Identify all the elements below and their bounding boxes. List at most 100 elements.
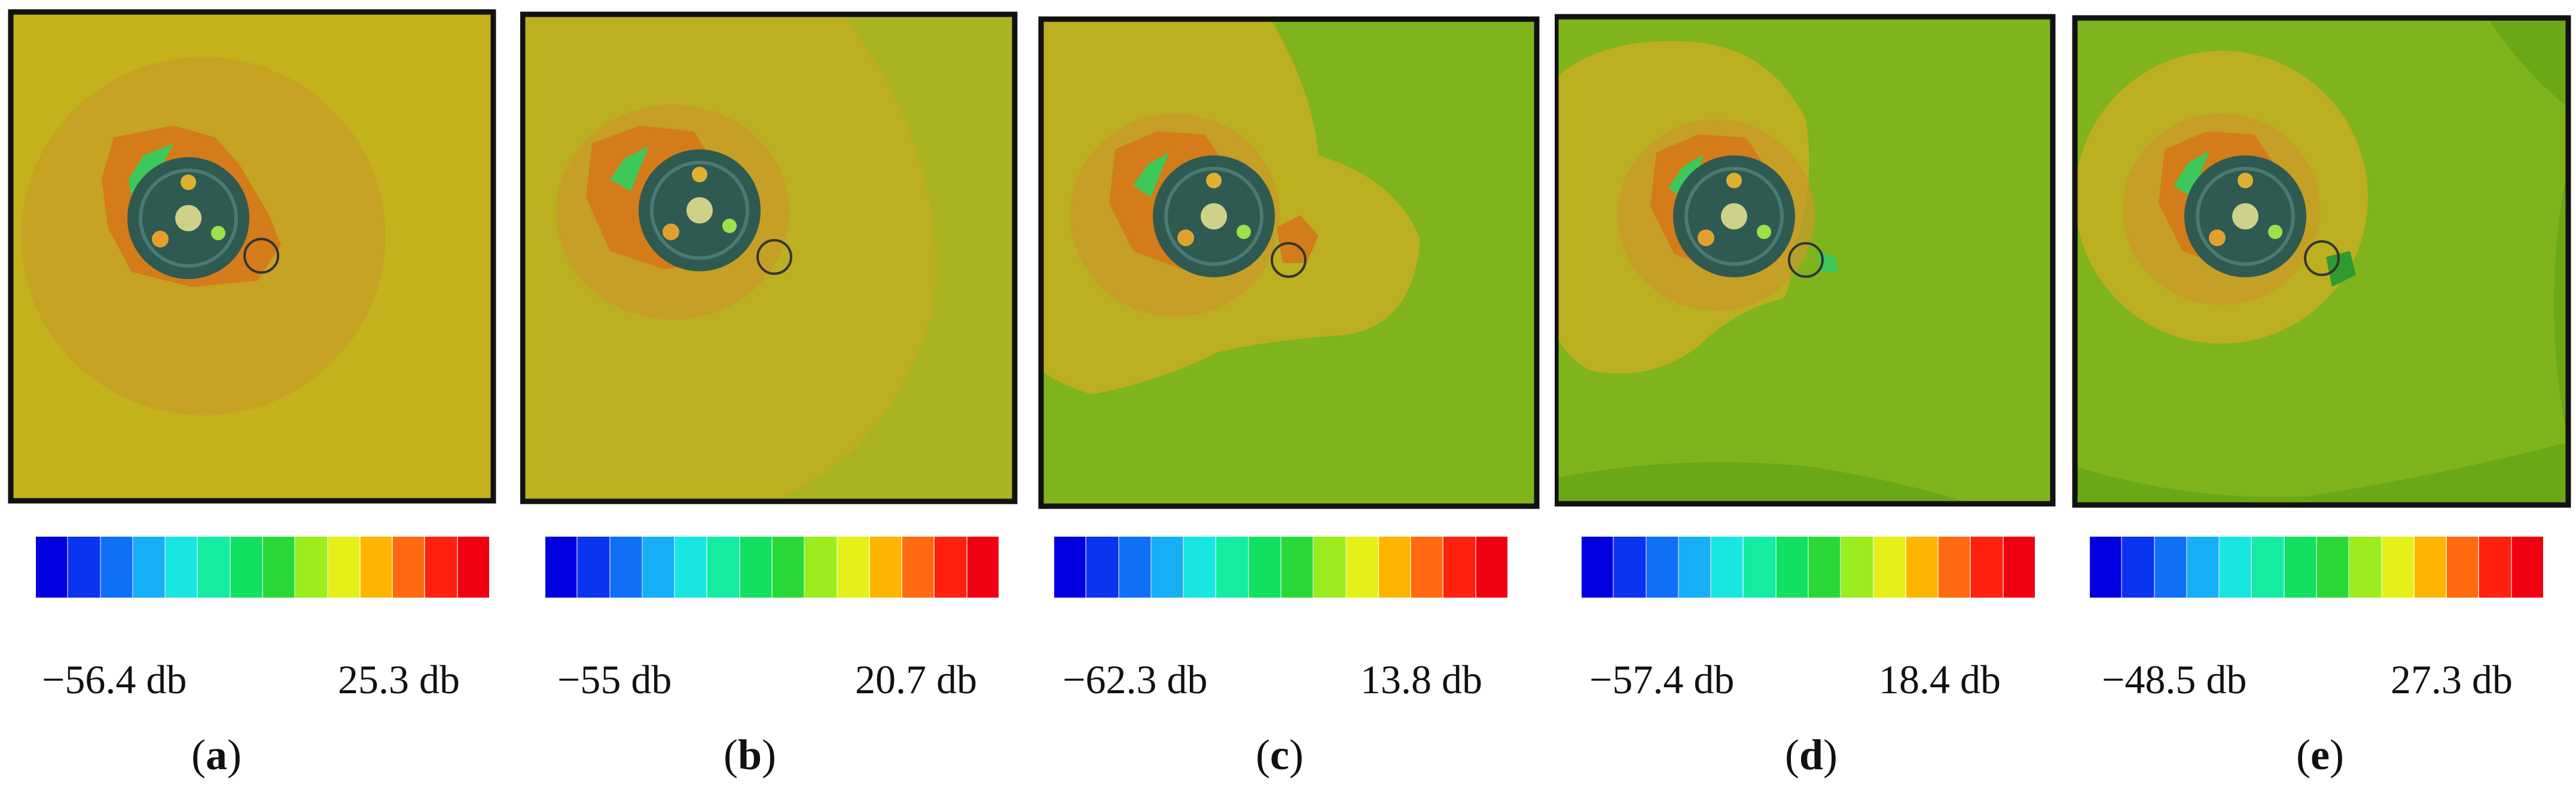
scale-swatch	[1646, 537, 1679, 598]
contour-top-right	[2488, 18, 2568, 108]
scale-swatch	[1249, 537, 1281, 598]
turbine-port-1	[2238, 173, 2253, 188]
scale-swatch	[2187, 537, 2220, 598]
scale-swatch	[1411, 537, 1444, 598]
panel-label-b: (b)	[724, 731, 777, 779]
scale-swatch	[707, 537, 740, 598]
turbine-ring	[1164, 167, 1263, 266]
noise-map-c	[1038, 16, 1540, 509]
scale-swatch	[1678, 537, 1712, 598]
scale-swatch	[578, 537, 611, 598]
turbine-port-1	[1726, 173, 1742, 188]
turbine-port-3	[1237, 225, 1251, 239]
scale-min-label-b: −55 db	[557, 657, 672, 702]
scale-swatch	[2220, 537, 2253, 598]
map-frame	[8, 9, 496, 504]
scale-swatch	[2479, 537, 2512, 598]
contour-green-left	[610, 146, 649, 191]
scale-swatch	[36, 537, 69, 598]
turbine-port-1	[181, 175, 196, 190]
scale-swatch	[328, 537, 361, 598]
scale-max-label-e: 27.3 db	[2391, 657, 2513, 702]
turbine-hub	[1201, 203, 1227, 229]
contour-green-left	[1133, 152, 1169, 197]
scale-swatch	[2284, 537, 2317, 598]
noise-map-d	[1555, 14, 2056, 507]
color-scale-e	[2090, 537, 2543, 598]
scale-swatch	[1054, 537, 1087, 598]
panel-label-a: (a)	[191, 731, 242, 779]
turbine-port-3	[2268, 225, 2282, 239]
scale-min-label-d: −57.4 db	[1589, 657, 1735, 702]
scale-max-label-c: 13.8 db	[1360, 657, 1482, 702]
scale-swatch	[1582, 537, 1614, 598]
scale-swatch	[1873, 537, 1906, 598]
scale-swatch	[1906, 537, 1939, 598]
map-frame	[520, 11, 1018, 504]
scale-swatch	[360, 537, 393, 598]
contour-green-left	[2174, 151, 2209, 197]
scale-swatch	[545, 537, 578, 598]
contour-green-right	[2326, 251, 2356, 287]
scale-swatch	[1614, 537, 1647, 598]
scale-swatch	[2511, 537, 2543, 598]
scale-max-label-d: 18.4 db	[1879, 657, 2001, 702]
turbine-ring	[139, 169, 238, 268]
panel-b: −55 db 20.7 db (b)	[520, 0, 1028, 802]
scale-swatch	[2154, 537, 2187, 598]
scale-swatch	[772, 537, 805, 598]
panel-c: −62.3 db 13.8 db (c)	[1037, 0, 1546, 802]
scale-swatch	[100, 537, 133, 598]
contour-bottom	[1556, 462, 1973, 504]
scale-swatch	[610, 537, 643, 598]
scale-min-label-e: −48.5 db	[2102, 657, 2247, 702]
turbine-port-2	[1698, 229, 1714, 246]
scale-max-label-b: 20.7 db	[855, 657, 977, 702]
turbine-ring	[1684, 167, 1784, 266]
panel-label-d: (d)	[1785, 731, 1838, 779]
noise-map-b	[520, 11, 1018, 504]
measurement-circle	[243, 238, 279, 274]
scale-swatch	[642, 537, 676, 598]
turbine-port-2	[663, 224, 679, 240]
turbine-port-3	[722, 219, 737, 233]
contour-bottom	[2075, 442, 2568, 505]
scale-swatch	[2447, 537, 2480, 598]
panel-e: −48.5 db 27.3 db (e)	[2069, 0, 2576, 802]
contour-hot-side	[1277, 215, 1318, 263]
turbine-hub	[2232, 203, 2258, 229]
scale-swatch	[902, 537, 935, 598]
scale-swatch	[837, 537, 870, 598]
scale-min-label-c: −62.3 db	[1063, 657, 1208, 702]
scale-swatch	[198, 537, 231, 598]
panel-label-e: (e)	[2296, 731, 2344, 779]
scale-swatch	[2122, 537, 2155, 598]
scale-swatch	[295, 537, 328, 598]
scale-swatch	[805, 537, 838, 598]
scale-swatch	[2090, 537, 2123, 598]
scale-swatch	[1711, 537, 1744, 598]
scale-swatch	[1281, 537, 1314, 598]
map-frame	[1038, 16, 1540, 509]
noise-map-a	[8, 9, 496, 504]
contour-right	[2554, 179, 2568, 442]
scale-swatch	[166, 537, 199, 598]
scale-swatch	[1808, 537, 1842, 598]
scale-swatch	[1443, 537, 1476, 598]
map-frame	[1555, 14, 2056, 507]
scale-swatch	[1476, 537, 1507, 598]
color-scale-b	[545, 537, 999, 598]
turbine-port-3	[211, 226, 225, 240]
scale-swatch	[1184, 537, 1217, 598]
scale-swatch	[133, 537, 166, 598]
panel-label-c: (c)	[1256, 731, 1304, 779]
scale-swatch	[1841, 537, 1874, 598]
panel-d: −57.4 db 18.4 db (d)	[1555, 0, 2063, 802]
noise-map-e	[2072, 15, 2571, 508]
turbine-hub	[1721, 203, 1747, 229]
scale-swatch	[68, 537, 101, 598]
scale-max-label-a: 25.3 db	[338, 657, 460, 702]
scale-swatch	[457, 537, 489, 598]
turbine-port-2	[2209, 229, 2226, 246]
